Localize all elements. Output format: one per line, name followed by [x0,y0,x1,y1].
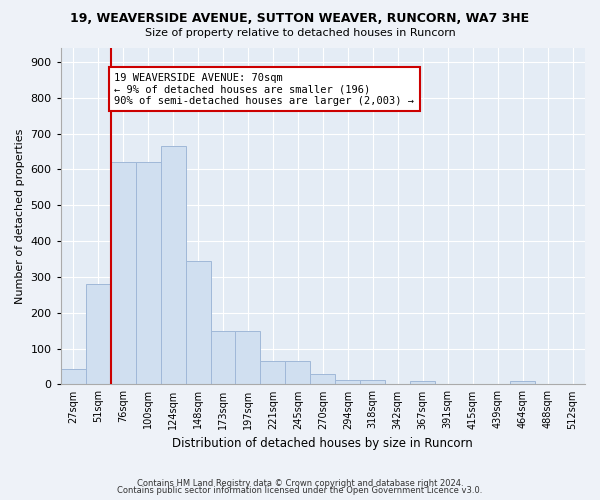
Bar [86,284,110,384]
Bar [335,380,361,384]
Bar [136,162,161,384]
Bar [260,361,286,384]
Text: Contains public sector information licensed under the Open Government Licence v3: Contains public sector information licen… [118,486,482,495]
Bar [510,381,535,384]
Text: Size of property relative to detached houses in Runcorn: Size of property relative to detached ho… [145,28,455,38]
Bar [410,381,435,384]
Bar [110,162,136,384]
Text: 19, WEAVERSIDE AVENUE, SUTTON WEAVER, RUNCORN, WA7 3HE: 19, WEAVERSIDE AVENUE, SUTTON WEAVER, RU… [70,12,530,26]
Bar [286,361,310,384]
Bar [235,332,260,384]
Bar [310,374,335,384]
Bar [185,261,211,384]
Y-axis label: Number of detached properties: Number of detached properties [15,128,25,304]
Text: 19 WEAVERSIDE AVENUE: 70sqm
← 9% of detached houses are smaller (196)
90% of sem: 19 WEAVERSIDE AVENUE: 70sqm ← 9% of deta… [115,72,415,106]
X-axis label: Distribution of detached houses by size in Runcorn: Distribution of detached houses by size … [172,437,473,450]
Bar [211,332,235,384]
Text: Contains HM Land Registry data © Crown copyright and database right 2024.: Contains HM Land Registry data © Crown c… [137,478,463,488]
Bar [161,146,185,384]
Bar [361,380,385,384]
Bar [61,370,86,384]
